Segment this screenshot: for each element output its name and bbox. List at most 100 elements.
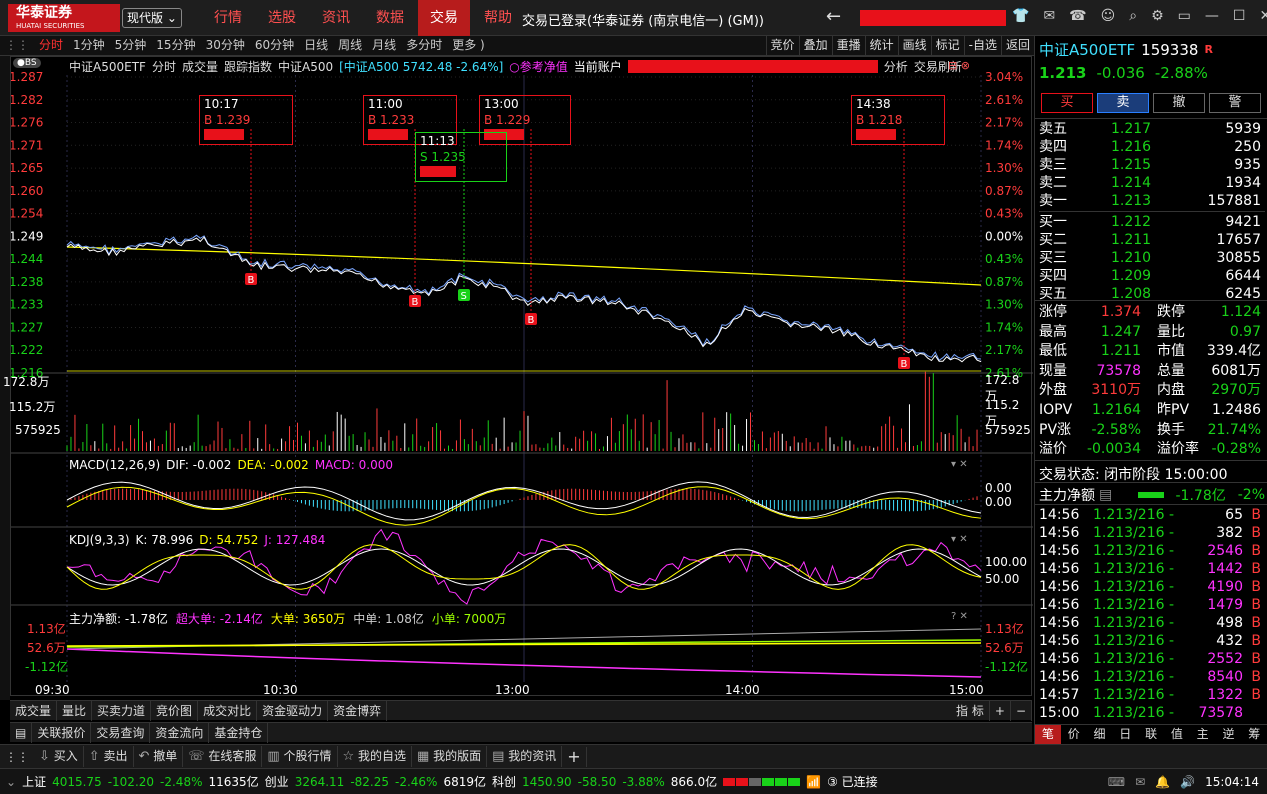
minus-icon[interactable]: −: [1011, 700, 1032, 721]
toolbar-watchlist[interactable]: ☆ 我的自选: [338, 746, 412, 767]
sub-tab[interactable]: 资金流向: [150, 722, 210, 743]
quote-tab[interactable]: 联: [1145, 727, 1158, 741]
toolbar-news[interactable]: ▤ 我的资讯: [487, 746, 563, 767]
search-icon[interactable]: ⌕: [1129, 8, 1138, 24]
menu-icon[interactable]: ⋮⋮: [5, 38, 29, 52]
bid-row[interactable]: 买三 1.210 30855: [1039, 250, 1261, 266]
sub-tab[interactable]: 交易查询: [91, 722, 151, 743]
trade-marker-buy[interactable]: 11:00 B 1.233: [363, 95, 457, 145]
bell-icon[interactable]: 🔔: [1155, 774, 1171, 789]
trade-point[interactable]: [898, 357, 910, 369]
bs-toggle[interactable]: ●BS: [13, 58, 41, 68]
ask-row[interactable]: 卖四 1.216 250: [1039, 139, 1261, 155]
add-icon[interactable]: +: [562, 746, 587, 767]
toolbar-btn[interactable]: 竞价: [765, 36, 799, 55]
quote-tab[interactable]: 筹: [1248, 727, 1261, 741]
toolbar-btn[interactable]: 重播: [831, 36, 865, 55]
quote-tab[interactable]: 价: [1067, 727, 1080, 741]
add-icon[interactable]: +: [990, 700, 1011, 721]
menu-screener[interactable]: 选股: [268, 10, 296, 26]
bid-row[interactable]: 买四 1.209 6644: [1039, 268, 1261, 284]
trade-point[interactable]: [525, 313, 537, 325]
ask-row[interactable]: 卖五 1.217 5939: [1039, 121, 1261, 137]
analysis-button[interactable]: 分析: [883, 60, 908, 74]
period-tab[interactable]: 15分钟: [156, 38, 196, 52]
panel-icon[interactable]: ▤: [10, 722, 33, 743]
bid-row[interactable]: 买二 1.211 17657: [1039, 232, 1261, 248]
user-icon[interactable]: ☺: [1100, 8, 1116, 24]
toolbar-sell[interactable]: ⇧ 卖出: [84, 746, 134, 767]
mail-icon[interactable]: ✉: [1043, 8, 1056, 24]
indicator-tab[interactable]: 成交量: [10, 700, 58, 721]
version-select[interactable]: 现代版 ⌄: [122, 8, 182, 28]
period-tab[interactable]: 1分钟: [73, 38, 105, 52]
indicator-button[interactable]: 指 标: [951, 700, 990, 721]
toolbar-btn[interactable]: 标记: [930, 36, 964, 55]
quote-tab[interactable]: 日: [1119, 727, 1132, 741]
menu-data[interactable]: 数据: [376, 10, 404, 26]
period-tab[interactable]: 分时: [39, 38, 64, 52]
quote-tab[interactable]: 逆: [1222, 727, 1235, 741]
volume-icon[interactable]: 🔊: [1180, 774, 1196, 789]
ask-row[interactable]: 卖三 1.215 935: [1039, 157, 1261, 173]
support-icon[interactable]: ☎: [1069, 8, 1087, 24]
ref-nav[interactable]: ○参考净值: [509, 60, 568, 74]
period-tab[interactable]: 60分钟: [254, 38, 295, 52]
indicator-tab[interactable]: 竞价图: [151, 700, 199, 721]
menu-trade[interactable]: 交易: [418, 0, 470, 36]
indicator-tab[interactable]: 买卖力道: [92, 700, 152, 721]
toolbar-btn[interactable]: 画线: [897, 36, 931, 55]
back-arrow-icon[interactable]: ←: [826, 6, 842, 27]
period-tab[interactable]: 5分钟: [114, 38, 147, 52]
alert-button[interactable]: 警: [1209, 93, 1261, 113]
toolbar-cancel[interactable]: ↶ 撤单: [134, 746, 184, 767]
trade-refresh-button[interactable]: 交易刷新: [913, 60, 962, 74]
ask-row[interactable]: 卖一 1.213 157881: [1039, 193, 1261, 209]
period-tab[interactable]: 月线: [372, 38, 397, 52]
indicator-tab-active[interactable]: 资金博弈: [328, 700, 388, 721]
menu-icon[interactable]: ⋮⋮: [5, 749, 29, 764]
toolbar-buy[interactable]: ⇩ 买入: [34, 746, 84, 767]
sub-tab[interactable]: 基金持仓: [209, 722, 269, 743]
collapse-icon[interactable]: ⌄: [6, 774, 17, 789]
panel-controls[interactable]: ? ✕: [951, 611, 968, 622]
ask-row[interactable]: 卖二 1.214 1934: [1039, 175, 1261, 191]
sub-tab[interactable]: 关联报价: [32, 722, 92, 743]
index-name[interactable]: 上证: [22, 775, 47, 789]
indicator-tab[interactable]: 成交对比: [198, 700, 258, 721]
settings-icon[interactable]: ⊟ ⊗: [948, 59, 970, 72]
index-name[interactable]: 科创: [492, 775, 517, 789]
restore-icon[interactable]: ▭: [1177, 8, 1191, 24]
bid-row[interactable]: 买五 1.208 6245: [1039, 286, 1261, 302]
period-tab[interactable]: 30分钟: [205, 38, 245, 52]
period-tab[interactable]: 多分时: [406, 38, 443, 52]
keyboard-icon[interactable]: ⌨: [1107, 774, 1126, 789]
close-icon[interactable]: ✕: [1259, 8, 1267, 24]
indicator-tab[interactable]: 量比: [57, 700, 93, 721]
trade-point[interactable]: [409, 295, 421, 307]
toolbar-btn[interactable]: 叠加: [798, 36, 832, 55]
indicator-tab[interactable]: 资金驱动力: [257, 700, 329, 721]
shirt-icon[interactable]: 👕: [1012, 8, 1030, 24]
minimize-icon[interactable]: —: [1204, 8, 1219, 24]
menu-help[interactable]: 帮助: [484, 10, 512, 26]
trade-point[interactable]: [245, 273, 257, 285]
period-tab[interactable]: 更多 ): [452, 38, 485, 52]
quote-tab[interactable]: 细: [1093, 727, 1106, 741]
toolbar-layout[interactable]: ▦ 我的版面: [412, 746, 488, 767]
maximize-icon[interactable]: ☐: [1232, 8, 1246, 24]
index-name[interactable]: 创业: [264, 775, 289, 789]
quote-tab[interactable]: 主: [1196, 727, 1209, 741]
toolbar-btn[interactable]: 统计: [864, 36, 898, 55]
cancel-button[interactable]: 撤: [1153, 93, 1205, 113]
period-tab[interactable]: 日线: [304, 38, 329, 52]
toolbar-btn[interactable]: 返回: [1000, 36, 1034, 55]
trade-marker-buy[interactable]: 10:17 B 1.239: [199, 95, 293, 145]
gear-icon[interactable]: ⚙: [1151, 8, 1164, 24]
menu-news[interactable]: 资讯: [322, 10, 350, 26]
trade-marker-sell[interactable]: 11:13 S 1.235: [415, 132, 507, 182]
toolbar-support[interactable]: ☏ 在线客服: [183, 746, 263, 767]
panel-controls[interactable]: ▾ ✕: [951, 459, 968, 470]
trade-marker-buy[interactable]: 14:38 B 1.218: [851, 95, 945, 145]
quote-tab[interactable]: 值: [1170, 727, 1183, 741]
